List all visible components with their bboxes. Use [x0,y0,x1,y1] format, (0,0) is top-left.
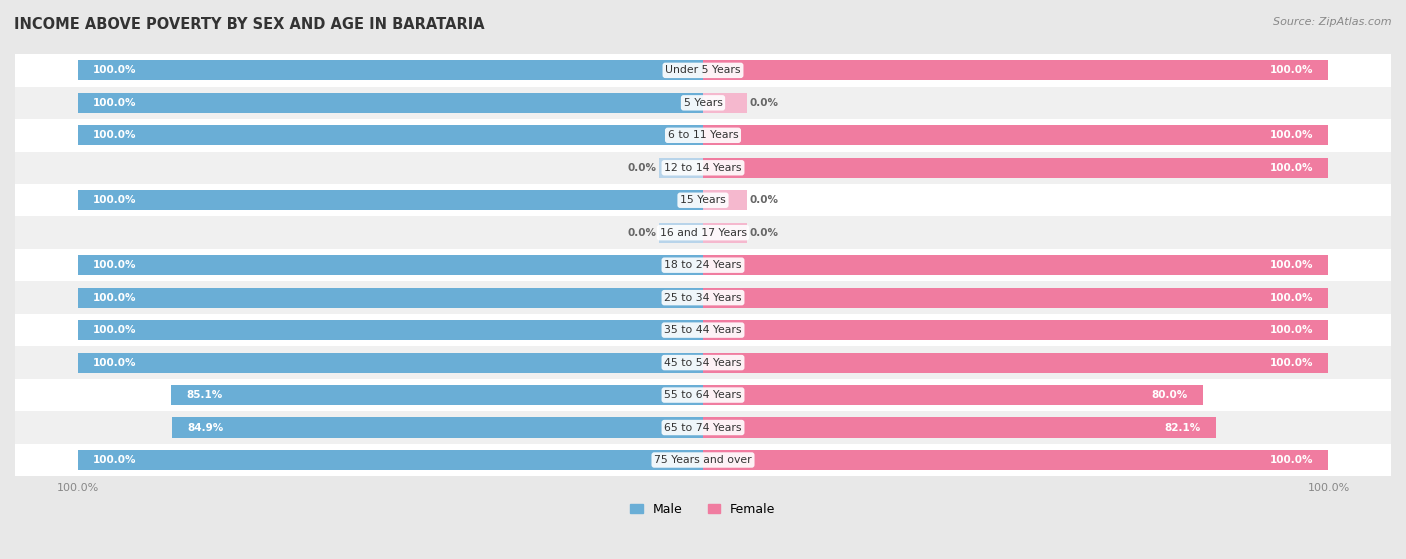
Text: 100.0%: 100.0% [93,195,136,205]
Text: 100.0%: 100.0% [1270,163,1313,173]
Text: 18 to 24 Years: 18 to 24 Years [664,260,742,270]
Text: 100.0%: 100.0% [1270,293,1313,302]
Text: Under 5 Years: Under 5 Years [665,65,741,75]
Text: 65 to 74 Years: 65 to 74 Years [664,423,742,433]
Text: 35 to 44 Years: 35 to 44 Years [664,325,742,335]
Text: 100.0%: 100.0% [93,260,136,270]
Text: 80.0%: 80.0% [1152,390,1188,400]
Bar [703,385,1204,405]
Text: 100.0%: 100.0% [93,98,136,108]
Text: INCOME ABOVE POVERTY BY SEX AND AGE IN BARATARIA: INCOME ABOVE POVERTY BY SEX AND AGE IN B… [14,17,485,32]
Text: 84.9%: 84.9% [187,423,224,433]
Bar [77,320,703,340]
Bar [703,353,1329,373]
Text: 100.0%: 100.0% [1270,130,1313,140]
Text: 100.0%: 100.0% [1270,325,1313,335]
Text: 25 to 34 Years: 25 to 34 Years [664,293,742,302]
Bar [15,444,1391,476]
Bar [15,249,1391,281]
Bar [659,222,703,243]
Text: Source: ZipAtlas.com: Source: ZipAtlas.com [1274,17,1392,27]
Bar [170,385,703,405]
Bar [15,411,1391,444]
Text: 100.0%: 100.0% [1270,65,1313,75]
Bar [703,320,1329,340]
Bar [172,418,703,438]
Text: 0.0%: 0.0% [749,98,779,108]
Bar [703,450,1329,470]
Bar [15,151,1391,184]
Bar [15,119,1391,151]
Bar [15,314,1391,347]
Bar [703,93,747,113]
Text: 100.0%: 100.0% [56,484,98,494]
Bar [15,281,1391,314]
Text: 100.0%: 100.0% [93,325,136,335]
Text: 100.0%: 100.0% [93,130,136,140]
Legend: Male, Female: Male, Female [626,498,780,520]
Text: 55 to 64 Years: 55 to 64 Years [664,390,742,400]
Bar [15,379,1391,411]
Bar [703,418,1216,438]
Text: 0.0%: 0.0% [749,195,779,205]
Text: 16 and 17 Years: 16 and 17 Years [659,228,747,238]
Bar [703,60,1329,80]
Text: 5 Years: 5 Years [683,98,723,108]
Text: 75 Years and over: 75 Years and over [654,455,752,465]
Text: 100.0%: 100.0% [1308,484,1350,494]
Text: 85.1%: 85.1% [187,390,222,400]
Bar [77,450,703,470]
Bar [15,54,1391,87]
Bar [703,287,1329,307]
Bar [77,190,703,210]
Bar [77,287,703,307]
Bar [77,93,703,113]
Bar [15,184,1391,216]
Text: 0.0%: 0.0% [749,228,779,238]
Bar [77,353,703,373]
Bar [15,347,1391,379]
Text: 100.0%: 100.0% [93,65,136,75]
Bar [15,87,1391,119]
Bar [703,158,1329,178]
Text: 15 Years: 15 Years [681,195,725,205]
Text: 6 to 11 Years: 6 to 11 Years [668,130,738,140]
Bar [703,222,747,243]
Text: 100.0%: 100.0% [1270,358,1313,368]
Bar [77,60,703,80]
Text: 82.1%: 82.1% [1164,423,1201,433]
Bar [77,255,703,275]
Text: 100.0%: 100.0% [1270,455,1313,465]
Bar [703,190,747,210]
Text: 0.0%: 0.0% [627,228,657,238]
Bar [703,125,1329,145]
Bar [703,255,1329,275]
Bar [15,216,1391,249]
Bar [77,125,703,145]
Text: 100.0%: 100.0% [93,455,136,465]
Text: 12 to 14 Years: 12 to 14 Years [664,163,742,173]
Text: 100.0%: 100.0% [93,293,136,302]
Text: 0.0%: 0.0% [627,163,657,173]
Bar [659,158,703,178]
Text: 100.0%: 100.0% [93,358,136,368]
Text: 45 to 54 Years: 45 to 54 Years [664,358,742,368]
Text: 100.0%: 100.0% [1270,260,1313,270]
